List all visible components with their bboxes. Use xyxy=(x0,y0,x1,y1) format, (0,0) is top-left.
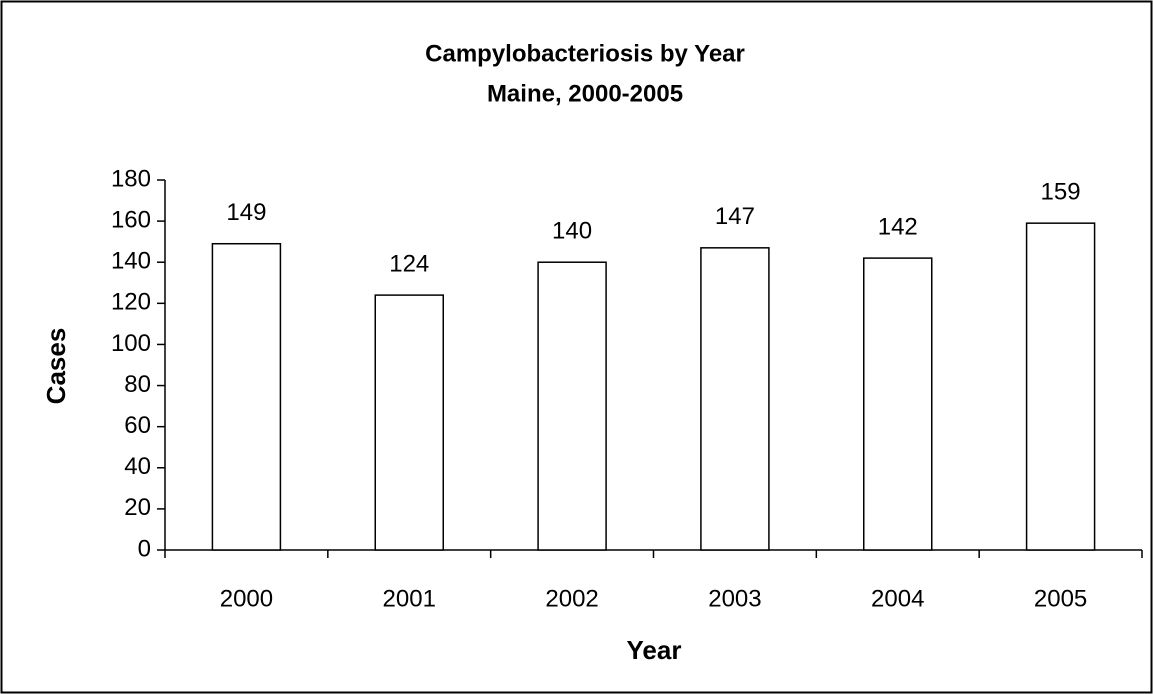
x-tick-label: 2001 xyxy=(383,585,436,612)
y-tick-label: 100 xyxy=(111,330,151,357)
y-tick-label: 180 xyxy=(111,165,151,192)
chart-subtitle: Maine, 2000-2005 xyxy=(487,80,683,107)
bar xyxy=(211,242,282,551)
y-tick-label: 80 xyxy=(124,371,151,398)
y-axis-label: Cases xyxy=(41,328,71,405)
x-tick-label: 2003 xyxy=(708,585,761,612)
data-label: 147 xyxy=(715,203,755,230)
bar xyxy=(863,257,933,551)
x-axis-label: Year xyxy=(627,635,682,665)
data-label: 142 xyxy=(878,213,918,240)
y-tick-label: 0 xyxy=(138,535,151,562)
x-tick-label: 2002 xyxy=(545,585,598,612)
bar xyxy=(700,247,770,551)
data-label: 140 xyxy=(552,218,592,245)
y-tick-label: 20 xyxy=(124,494,151,521)
y-tick-label: 140 xyxy=(111,248,151,275)
bar xyxy=(374,294,444,551)
x-tick-label: 2004 xyxy=(871,585,924,612)
chart-title: Campylobacteriosis by Year xyxy=(425,40,745,67)
x-tick-label: 2000 xyxy=(220,585,273,612)
data-label: 124 xyxy=(389,250,429,277)
data-label: 149 xyxy=(226,199,266,226)
bar xyxy=(537,261,607,551)
y-tick-label: 60 xyxy=(124,412,151,439)
y-tick-label: 160 xyxy=(111,206,151,233)
bar xyxy=(1025,222,1096,551)
data-label: 159 xyxy=(1041,179,1081,206)
y-tick-label: 120 xyxy=(111,289,151,316)
y-tick-label: 40 xyxy=(124,453,151,480)
x-tick-label: 2005 xyxy=(1034,585,1087,612)
